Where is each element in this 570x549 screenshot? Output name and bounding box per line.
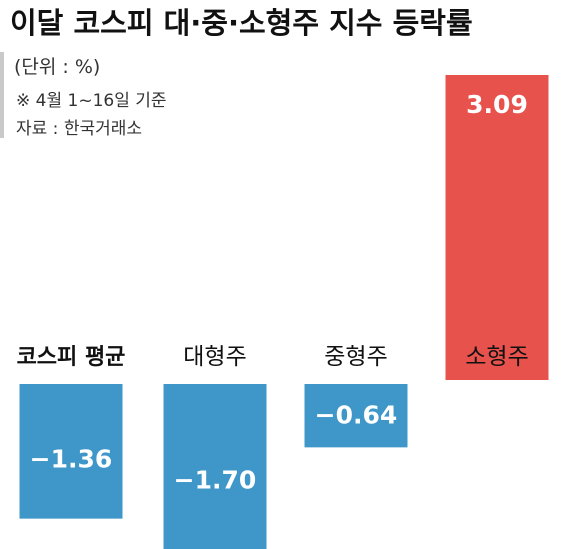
category-label-1: 코스피 평균: [17, 345, 126, 370]
category-label-3: 중형주: [324, 344, 387, 370]
bar-value-label-3: −0.64: [315, 400, 398, 429]
header-accent-bar: [0, 52, 4, 138]
bar-4: [445, 75, 549, 380]
source-note: 자료 : 한국거래소: [16, 119, 142, 139]
category-label-4: 소형주: [465, 344, 528, 370]
category-label-2: 대형주: [183, 344, 246, 370]
period-note: ※ 4월 1~16일 기준: [16, 91, 167, 111]
bar-3: [304, 384, 408, 448]
bar-value-label-4: 3.09: [466, 90, 528, 119]
bars-layer: −1.36 코스피 평균 −1.70 대형주 −0.64 중형주 3.09 소형주: [17, 75, 549, 549]
chart-title: 이달 코스피 대·중·소형주 지수 등락률: [10, 6, 473, 40]
bar-value-label-1: −1.36: [30, 444, 113, 473]
bar-value-label-2: −1.70: [174, 465, 257, 494]
unit-note: (단위 : %): [14, 56, 100, 78]
bar-2: [163, 384, 267, 549]
bar-1: [19, 384, 123, 519]
